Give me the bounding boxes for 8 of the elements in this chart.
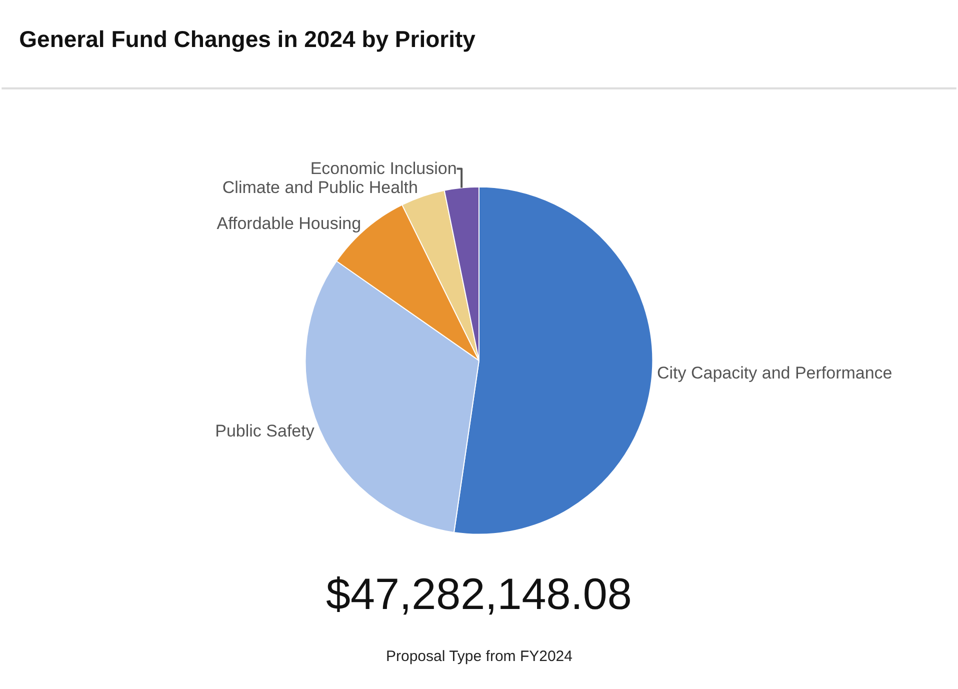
slice-label: Economic Inclusion [310,159,457,178]
chart-title: General Fund Changes in 2024 by Priority [19,26,476,52]
slice-label: Climate and Public Health [222,178,418,198]
slice-label: City Capacity and Performance [656,364,892,383]
slice-label: Affordable Housing [216,214,362,233]
slice-label: Public Safety [215,422,315,441]
text: $47,282,148.08 [326,570,632,619]
text: Proposal Type from FY2024 [386,648,572,665]
